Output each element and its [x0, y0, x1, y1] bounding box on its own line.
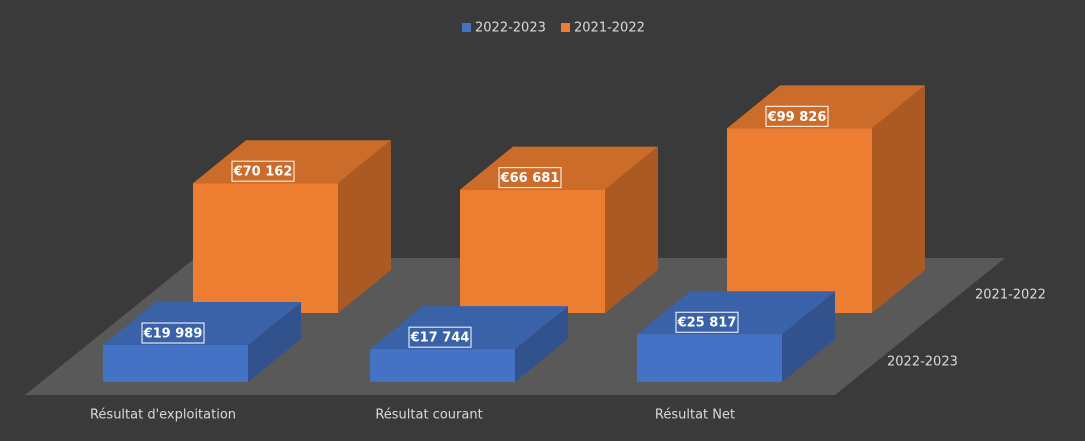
bar — [727, 128, 872, 313]
bar — [193, 183, 338, 313]
depth-label: 2022-2023 — [887, 355, 958, 370]
value-label-box — [765, 105, 829, 127]
legend-swatch — [561, 23, 570, 32]
legend-label: 2021-2022 — [574, 21, 645, 36]
value-label-box — [498, 167, 562, 189]
depth-label: 2021-2022 — [975, 288, 1046, 303]
bar-side — [605, 146, 658, 313]
value-label: €99 826 — [767, 110, 827, 125]
x-tick-label: Résultat courant — [375, 408, 482, 423]
value-label-box — [408, 326, 472, 348]
x-tick-label: Résultat d'exploitation — [90, 408, 236, 423]
x-tick-label: Résultat Net — [655, 408, 735, 423]
value-label: €17 744 — [410, 331, 470, 346]
bar-side — [782, 291, 835, 382]
bar — [637, 334, 782, 382]
bar — [103, 345, 248, 382]
value-label: €19 989 — [143, 327, 203, 342]
value-label: €25 817 — [677, 316, 737, 331]
legend-swatch — [462, 23, 471, 32]
bar-side — [872, 85, 925, 313]
bar-side — [338, 140, 391, 313]
value-label: €66 681 — [500, 171, 560, 186]
bar-side — [248, 302, 301, 382]
legend-label: 2022-2023 — [475, 21, 546, 36]
bar-side — [515, 306, 568, 382]
value-label: €70 162 — [233, 165, 293, 180]
value-label-box — [675, 311, 739, 333]
value-label-box — [141, 322, 205, 344]
value-label-box — [231, 160, 295, 182]
bar — [460, 189, 605, 313]
bar — [370, 349, 515, 382]
